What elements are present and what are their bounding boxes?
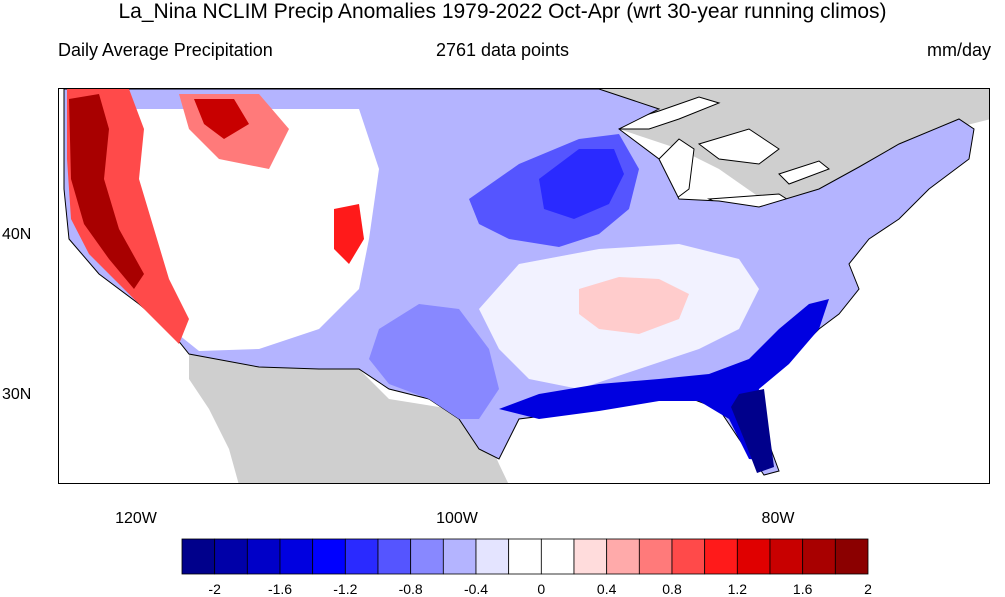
- colorbar-swatch: [377, 538, 412, 575]
- canada-land: [59, 89, 989, 201]
- colorbar-tick-label: 0: [537, 581, 546, 597]
- colorbar-swatch: [769, 538, 804, 575]
- colorbar-swatch: [638, 538, 673, 575]
- lon-label-120w: 120W: [115, 510, 157, 527]
- midwest-core: [539, 149, 624, 219]
- units-label: mm/day: [926, 40, 991, 60]
- florida-dry: [731, 389, 774, 473]
- data-count-label: 2761 data points: [435, 40, 570, 60]
- lon-label-100w: 100W: [436, 510, 478, 527]
- colorbar-swatch: [312, 538, 346, 575]
- colorbar-tick-label: -0.8: [398, 581, 423, 597]
- colorbar-tick-label: 2: [864, 581, 872, 597]
- map-panel: [58, 88, 990, 484]
- colorbar-swatch: [508, 538, 542, 575]
- colorbar-tick-label: 0.4: [596, 581, 617, 597]
- mexico-land: [189, 354, 509, 483]
- colorbar-tick-label: 1.6: [792, 581, 813, 597]
- pacific-coast-core: [69, 94, 144, 289]
- colorbar-tick-label: 1.2: [727, 581, 748, 597]
- colorado-wet: [334, 204, 364, 264]
- variable-label: Daily Average Precipitation: [58, 40, 273, 60]
- colorbar-swatch: [410, 538, 444, 575]
- colorbar-tick-label: -0.4: [463, 581, 489, 597]
- colorbar-swatch: [671, 538, 706, 575]
- colorbar-swatch: [279, 538, 314, 575]
- tennessee-positive: [579, 277, 689, 334]
- lat-label-30n: 30N: [2, 386, 32, 403]
- colorbar-swatch: [704, 538, 738, 575]
- colorbar-swatch: [606, 538, 640, 575]
- map-title: La_Nina NCLIM Precip Anomalies 1979-2022…: [118, 0, 887, 23]
- colorbar-tick-label: -1.6: [267, 581, 293, 597]
- lat-label-40n: 40N: [2, 226, 32, 243]
- colorbar-swatch: [475, 538, 510, 575]
- colorbar-swatch: [214, 538, 248, 575]
- colorbar-swatch: [736, 538, 771, 575]
- colorbar-tick-label: -2: [208, 581, 221, 597]
- precip-anomaly-map: [59, 89, 989, 483]
- rockies-core: [194, 99, 249, 139]
- colorbar-swatch: [181, 538, 216, 575]
- colorbar-tick-label: -1.2: [333, 581, 358, 597]
- great-lakes: [598, 96, 830, 214]
- texas-dry: [369, 304, 499, 419]
- colorbar: [181, 538, 869, 575]
- colorbar-swatch: [540, 538, 575, 575]
- colorbar-swatch: [344, 538, 379, 575]
- colorbar-swatch: [834, 538, 869, 575]
- colorbar-swatch: [442, 538, 477, 575]
- lon-label-80w: 80W: [761, 510, 795, 527]
- colorbar-swatch: [246, 538, 281, 575]
- colorbar-tick-label: 0.8: [662, 581, 682, 597]
- colorbar-swatch: [802, 538, 836, 575]
- colorbar-swatch: [573, 538, 608, 575]
